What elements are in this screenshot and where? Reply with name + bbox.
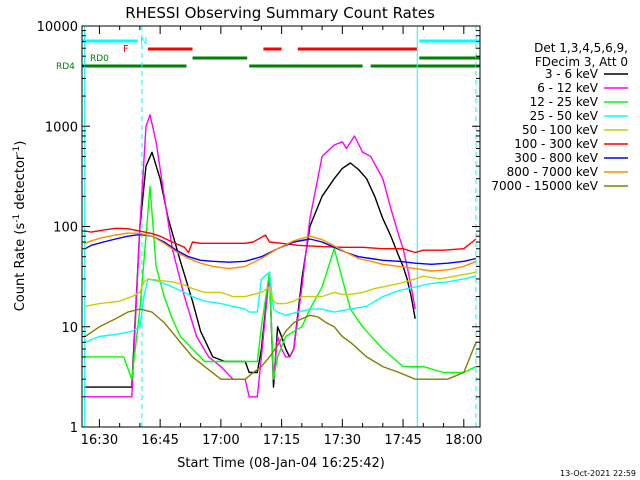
rd4-flag-label: RD4	[56, 62, 75, 72]
legend-label-5: 100 - 300 keV	[514, 137, 598, 151]
observing-flags	[82, 39, 480, 68]
x-tick-label-2: 17:00	[202, 433, 239, 448]
data-series	[84, 114, 477, 398]
y-axis-label-end: )	[13, 141, 28, 146]
x-axis-label: Start Time (08-Jan-04 16:25:42)	[177, 456, 385, 471]
series-line-7	[84, 232, 477, 272]
y-axis-label-main: Count Rate (s	[13, 223, 28, 312]
legend: Det 1,3,4,5,6,9, FDecim 3, Att 0 3 - 6 k…	[491, 41, 628, 193]
y-axis-label-sup2: -1	[12, 146, 22, 155]
legend-label-0: 3 - 6 keV	[545, 67, 599, 81]
legend-label-3: 25 - 50 keV	[530, 109, 599, 123]
series-line-8	[84, 308, 477, 380]
y-axis-label: Count Rate (s-1 detector-1)	[12, 141, 28, 312]
x-tick-label-0: 16:30	[81, 433, 118, 448]
y-tick-label-1: 10	[61, 321, 78, 336]
x-tick-label-5: 17:45	[384, 433, 421, 448]
legend-label-7: 800 - 7000 keV	[507, 165, 599, 179]
y-tick-label-3: 1000	[45, 120, 78, 135]
series-line-5	[85, 227, 477, 254]
legend-label-1: 6 - 12 keV	[537, 81, 599, 95]
y-tick-label-4: 10000	[37, 20, 78, 35]
x-tick-label-3: 17:15	[263, 433, 300, 448]
axis-ticks: 1 10 100 1000 10000 16:30 16:45 17:00 17:15 17:30…	[37, 20, 483, 448]
legend-label-6: 300 - 800 keV	[514, 151, 598, 165]
legend-header-line-2: FDecim 3, Att 0	[535, 55, 628, 69]
legend-header-line-1: Det 1,3,4,5,6,9,	[534, 41, 628, 55]
series-line-4	[85, 271, 477, 307]
series-line-3	[84, 271, 477, 343]
flag-labels: N F RD0 RD4	[56, 36, 147, 72]
y-tick-label-0: 1	[70, 421, 78, 436]
chart-title: RHESSI Observing Summary Count Rates	[125, 4, 435, 22]
series-line-2	[85, 185, 477, 380]
x-tick-label-4: 17:30	[324, 433, 361, 448]
y-tick-label-2: 100	[53, 221, 78, 236]
legend-label-2: 12 - 25 keV	[530, 95, 599, 109]
legend-label-8: 7000 - 15000 keV	[491, 179, 598, 193]
flare-flag-label: F	[123, 44, 129, 55]
legend-label-4: 50 - 100 keV	[522, 123, 599, 137]
series-line-6	[84, 233, 477, 265]
y-axis-label-sup1: -1	[12, 214, 22, 223]
night-flag-label: N	[140, 36, 147, 47]
series-line-1	[85, 114, 416, 398]
y-axis-label-mid: detector	[13, 154, 28, 214]
x-tick-label-6: 18:00	[445, 433, 482, 448]
timestamp: 13-Oct-2021 22:59	[560, 469, 636, 478]
x-tick-label-1: 16:45	[141, 433, 178, 448]
rd0-flag-label: RD0	[90, 54, 109, 64]
